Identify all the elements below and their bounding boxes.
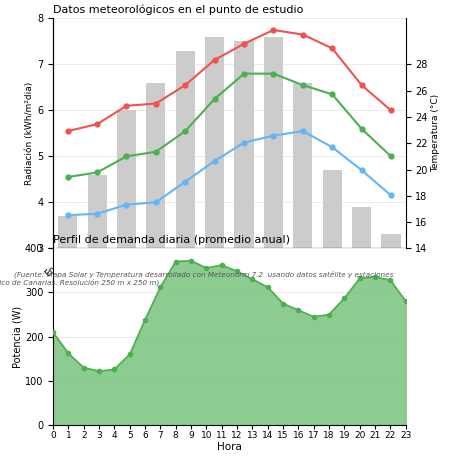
Bar (88, 175, 106, 386)
Bar (235, 42, 254, 386)
Bar (176, 51, 195, 386)
Bar (146, 83, 165, 386)
Bar (352, 207, 371, 386)
Bar (117, 110, 136, 386)
Text: Datos meteorológicos en el punto de estudio: Datos meteorológicos en el punto de estu… (53, 5, 303, 15)
Bar (264, 37, 283, 386)
Y-axis label: Potencia (W): Potencia (W) (12, 305, 22, 368)
Text: Perfil de demanda diaria (promedio anual): Perfil de demanda diaria (promedio anual… (53, 235, 290, 245)
Bar (205, 37, 224, 386)
Y-axis label: Radiación (kWh/m²dia): Radiación (kWh/m²dia) (25, 82, 34, 185)
X-axis label: Hora: Hora (217, 443, 242, 452)
Bar (293, 83, 313, 386)
Bar (58, 216, 77, 386)
Y-axis label: Temperatura (°C): Temperatura (°C) (431, 94, 440, 172)
Text: radiométricas del Instituto Tecnológico de Canarias. Resolución 250 m x 250 m): radiométricas del Instituto Tecnológico … (0, 278, 159, 286)
Legend: Radiación Solar, T. Media, T. Mínima, T. Máxima: Radiación Solar, T. Media, T. Mínima, T.… (62, 340, 361, 356)
Bar (323, 170, 342, 386)
Bar (381, 235, 401, 386)
Text: (Fuente: Mapa Solar y Temperatura desarrollado con Meteonorm 7.2  usando datos s: (Fuente: Mapa Solar y Temperatura desarr… (14, 270, 393, 278)
